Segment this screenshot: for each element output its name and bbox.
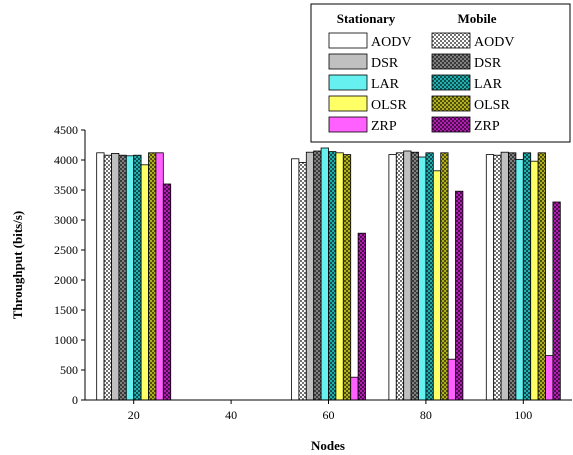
y-tick-label: 0 — [72, 393, 78, 407]
bar-dsr-mobile-20 — [118, 154, 127, 401]
bar-olsr-stationary-20 — [140, 164, 149, 401]
bar-olsr-stationary-80 — [432, 170, 442, 401]
bar-zrp-stationary-60 — [350, 376, 359, 401]
x-tick-label: 60 — [323, 408, 335, 422]
y-axis-title: Throughput (bits/s) — [10, 211, 25, 320]
bar-lar-stationary-80 — [418, 156, 427, 401]
bar-olsr-stationary-60 — [335, 152, 344, 401]
legend-swatch-aodv-stationary — [328, 32, 368, 49]
x-tick-label: 20 — [128, 408, 140, 422]
bar-zrp-mobile-60 — [357, 232, 366, 401]
bar-dsr-stationary-100 — [500, 151, 509, 401]
legend-label-zrp-mobile: ZRP — [474, 119, 500, 134]
y-tick-label: 4000 — [54, 153, 78, 167]
bar-aodv-mobile-100 — [493, 154, 502, 401]
legend-swatch-lar-mobile — [431, 74, 471, 91]
legend-label-zrp-stationary: ZRP — [371, 119, 397, 134]
legend-label-olsr-mobile: OLSR — [474, 98, 510, 113]
y-tick-label: 1500 — [54, 303, 78, 317]
legend-label-lar-stationary: LAR — [371, 77, 400, 92]
bar-lar-mobile-100 — [522, 152, 532, 401]
bar-dsr-mobile-60 — [313, 150, 322, 401]
bar-lar-stationary-60 — [320, 147, 329, 401]
bar-zrp-mobile-80 — [455, 190, 464, 401]
bar-zrp-stationary-80 — [447, 358, 456, 401]
legend-label-aodv-stationary: AODV — [371, 35, 411, 50]
bar-aodv-stationary-80 — [388, 154, 397, 401]
bar-aodv-mobile-60 — [298, 161, 307, 401]
bar-aodv-stationary-100 — [485, 154, 495, 401]
bar-aodv-mobile-80 — [395, 152, 405, 401]
legend-swatch-dsr-mobile — [431, 53, 471, 70]
bar-olsr-stationary-100 — [530, 160, 539, 401]
bar-lar-mobile-80 — [425, 152, 434, 401]
bar-lar-mobile-60 — [328, 151, 337, 401]
legend-swatch-dsr-stationary — [328, 53, 368, 70]
bar-dsr-mobile-100 — [508, 152, 517, 401]
x-tick-label: 40 — [225, 408, 237, 422]
legend-swatch-aodv-mobile — [431, 32, 471, 49]
bar-lar-stationary-20 — [125, 155, 135, 401]
legend-swatch-zrp-mobile — [431, 116, 471, 133]
y-tick-label: 1000 — [54, 333, 78, 347]
y-tick-label: 3000 — [54, 213, 78, 227]
bar-zrp-stationary-100 — [545, 355, 554, 401]
bar-lar-mobile-20 — [133, 154, 142, 401]
bar-dsr-stationary-20 — [111, 152, 120, 401]
legend-label-olsr-stationary: OLSR — [371, 98, 407, 113]
y-tick-label: 2000 — [54, 273, 78, 287]
bar-olsr-mobile-80 — [440, 152, 449, 401]
bar-dsr-stationary-80 — [403, 150, 412, 401]
bar-olsr-mobile-100 — [537, 152, 546, 401]
bar-aodv-stationary-60 — [291, 158, 300, 401]
legend-swatch-olsr-mobile — [431, 95, 471, 112]
legend-swatch-zrp-stationary — [328, 116, 368, 133]
legend: Stationary Mobile AODV AODV DSR DSR LAR LAR OLSR… — [310, 3, 571, 143]
x-tick-label: 100 — [514, 408, 532, 422]
legend-label-aodv-mobile: AODV — [474, 35, 514, 50]
y-tick-label: 500 — [60, 363, 78, 377]
legend-label-dsr-stationary: DSR — [371, 56, 399, 71]
bar-lar-stationary-100 — [515, 158, 524, 401]
y-tick-label: 3500 — [54, 183, 78, 197]
x-tick-label: 80 — [420, 408, 432, 422]
bar-olsr-mobile-60 — [342, 154, 352, 401]
legend-header-stationary: Stationary — [337, 11, 396, 26]
legend-swatch-olsr-stationary — [328, 95, 368, 112]
bar-olsr-mobile-20 — [148, 152, 157, 401]
legend-label-lar-mobile: LAR — [474, 77, 503, 92]
y-tick-label: 2500 — [54, 243, 78, 257]
bar-zrp-mobile-20 — [162, 183, 172, 401]
bar-zrp-mobile-100 — [552, 201, 561, 401]
bar-dsr-mobile-80 — [410, 151, 419, 401]
legend-label-dsr-mobile: DSR — [474, 56, 502, 71]
bar-aodv-mobile-20 — [103, 154, 112, 401]
legend-swatch-lar-stationary — [328, 74, 368, 91]
x-axis-title: Nodes — [311, 438, 345, 453]
bar-zrp-stationary-20 — [155, 152, 164, 401]
bar-aodv-stationary-20 — [96, 152, 105, 401]
y-tick-label: 4500 — [54, 123, 78, 137]
legend-header-mobile: Mobile — [458, 11, 497, 26]
bar-dsr-stationary-60 — [305, 151, 315, 401]
